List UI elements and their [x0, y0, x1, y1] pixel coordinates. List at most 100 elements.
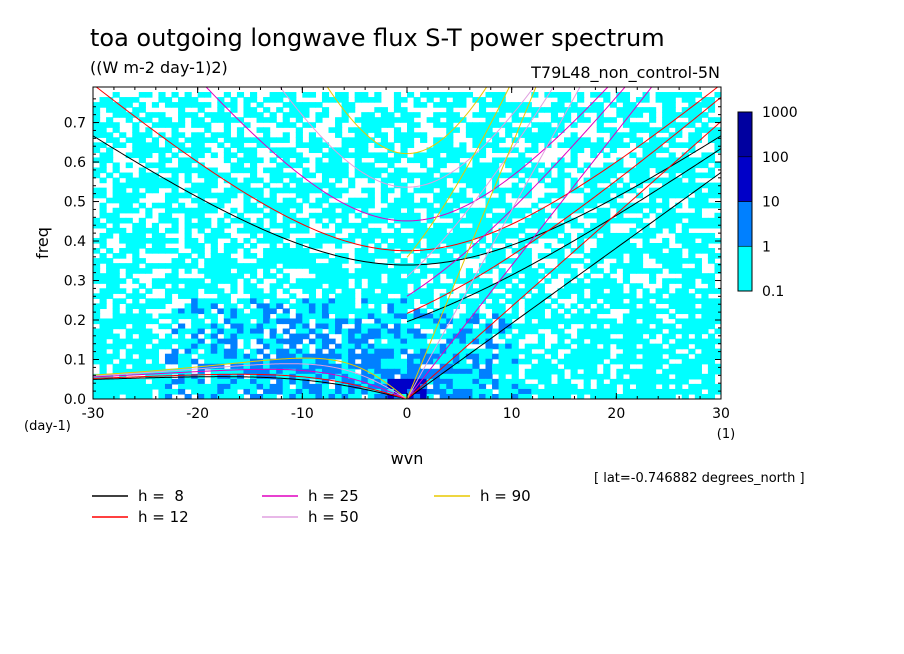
- power-cell: [518, 177, 526, 184]
- power-cell: [694, 353, 702, 360]
- power-cell: [485, 318, 493, 325]
- power-cell: [550, 368, 559, 375]
- power-cell: [269, 348, 277, 355]
- power-cell: [603, 192, 611, 199]
- power-cell: [635, 263, 644, 269]
- power-cell: [387, 243, 395, 249]
- power-cell: [590, 147, 598, 154]
- power-cell: [335, 167, 343, 174]
- power-cell: [609, 283, 617, 289]
- power-cell: [531, 293, 539, 299]
- power-cell: [328, 308, 336, 315]
- power-cell: [204, 353, 212, 360]
- power-cell: [472, 248, 480, 254]
- power-cell: [217, 338, 225, 345]
- power-cell: [321, 107, 330, 113]
- curve-h25-kelvin: [406, 87, 653, 399]
- power-cell: [387, 328, 395, 335]
- power-cell: [577, 232, 585, 239]
- power-cell: [164, 202, 173, 209]
- power-cell: [557, 102, 565, 108]
- power-cell: [407, 132, 415, 138]
- power-cell: [250, 112, 258, 118]
- power-cell: [492, 378, 500, 385]
- power-cell: [158, 92, 166, 98]
- power-cell: [125, 207, 133, 214]
- power-cell: [596, 358, 604, 365]
- curve-h25: [93, 87, 653, 399]
- power-cell: [354, 132, 362, 138]
- power-cell: [629, 227, 637, 234]
- power-cell: [635, 207, 644, 214]
- power-cell: [328, 278, 336, 284]
- power-cell: [531, 122, 539, 128]
- power-cell: [603, 207, 611, 214]
- power-cell: [420, 152, 428, 159]
- power-cell: [145, 288, 153, 294]
- power-cell: [132, 293, 140, 299]
- power-cell: [420, 222, 428, 229]
- power-cell: [649, 373, 657, 380]
- power-cell: [197, 328, 205, 335]
- power-cell: [132, 132, 140, 138]
- power-cell: [596, 348, 604, 355]
- power-cell: [459, 253, 467, 259]
- power-cell: [472, 368, 480, 375]
- power-cell: [269, 212, 277, 219]
- power-cell: [99, 368, 107, 375]
- power-cell: [675, 132, 683, 138]
- power-cell: [478, 137, 487, 143]
- power-cell: [223, 358, 231, 365]
- power-cell: [145, 393, 153, 399]
- power-cell: [492, 167, 500, 174]
- power-cell: [99, 253, 107, 259]
- power-cell: [184, 232, 192, 239]
- power-cell: [459, 227, 467, 234]
- power-cell: [688, 373, 696, 380]
- power-cell: [420, 132, 428, 138]
- power-cell: [374, 298, 382, 304]
- power-cell: [649, 207, 657, 214]
- power-cell: [407, 298, 415, 304]
- power-cell: [642, 298, 650, 304]
- power-cell: [603, 283, 611, 289]
- power-cell: [583, 323, 591, 330]
- power-cell: [151, 248, 160, 254]
- power-cell: [590, 197, 598, 204]
- power-cell: [263, 363, 271, 370]
- power-cell: [570, 348, 578, 355]
- power-cell: [603, 142, 611, 148]
- power-cell: [263, 182, 271, 189]
- power-cell: [596, 207, 604, 214]
- power-cell: [655, 227, 663, 234]
- power-cell: [158, 383, 166, 390]
- power-cell: [688, 157, 696, 164]
- power-cell: [341, 268, 349, 274]
- power-cell: [374, 92, 382, 98]
- power-cell: [348, 343, 356, 350]
- power-cell: [348, 197, 356, 204]
- power-cell: [459, 278, 467, 284]
- power-cell: [393, 333, 402, 340]
- power-cell: [112, 212, 120, 219]
- power-cell: [511, 283, 519, 289]
- power-cell: [616, 343, 624, 350]
- power-cell: [596, 323, 604, 330]
- power-cell: [164, 197, 173, 204]
- power-cell: [328, 157, 336, 164]
- power-cell: [649, 197, 657, 204]
- power-cell: [518, 227, 526, 234]
- power-cell: [557, 227, 565, 234]
- power-cell: [701, 303, 709, 310]
- power-cell: [505, 388, 513, 395]
- power-cell: [210, 182, 218, 189]
- power-cell: [125, 97, 133, 103]
- power-cell: [701, 197, 709, 204]
- power-cell: [433, 237, 441, 244]
- power-cell: [400, 263, 408, 269]
- power-cell: [282, 373, 290, 380]
- power-cell: [714, 137, 721, 143]
- y-tick-label: 0.2: [64, 313, 86, 329]
- power-cell: [570, 122, 578, 128]
- power-cell: [171, 237, 179, 244]
